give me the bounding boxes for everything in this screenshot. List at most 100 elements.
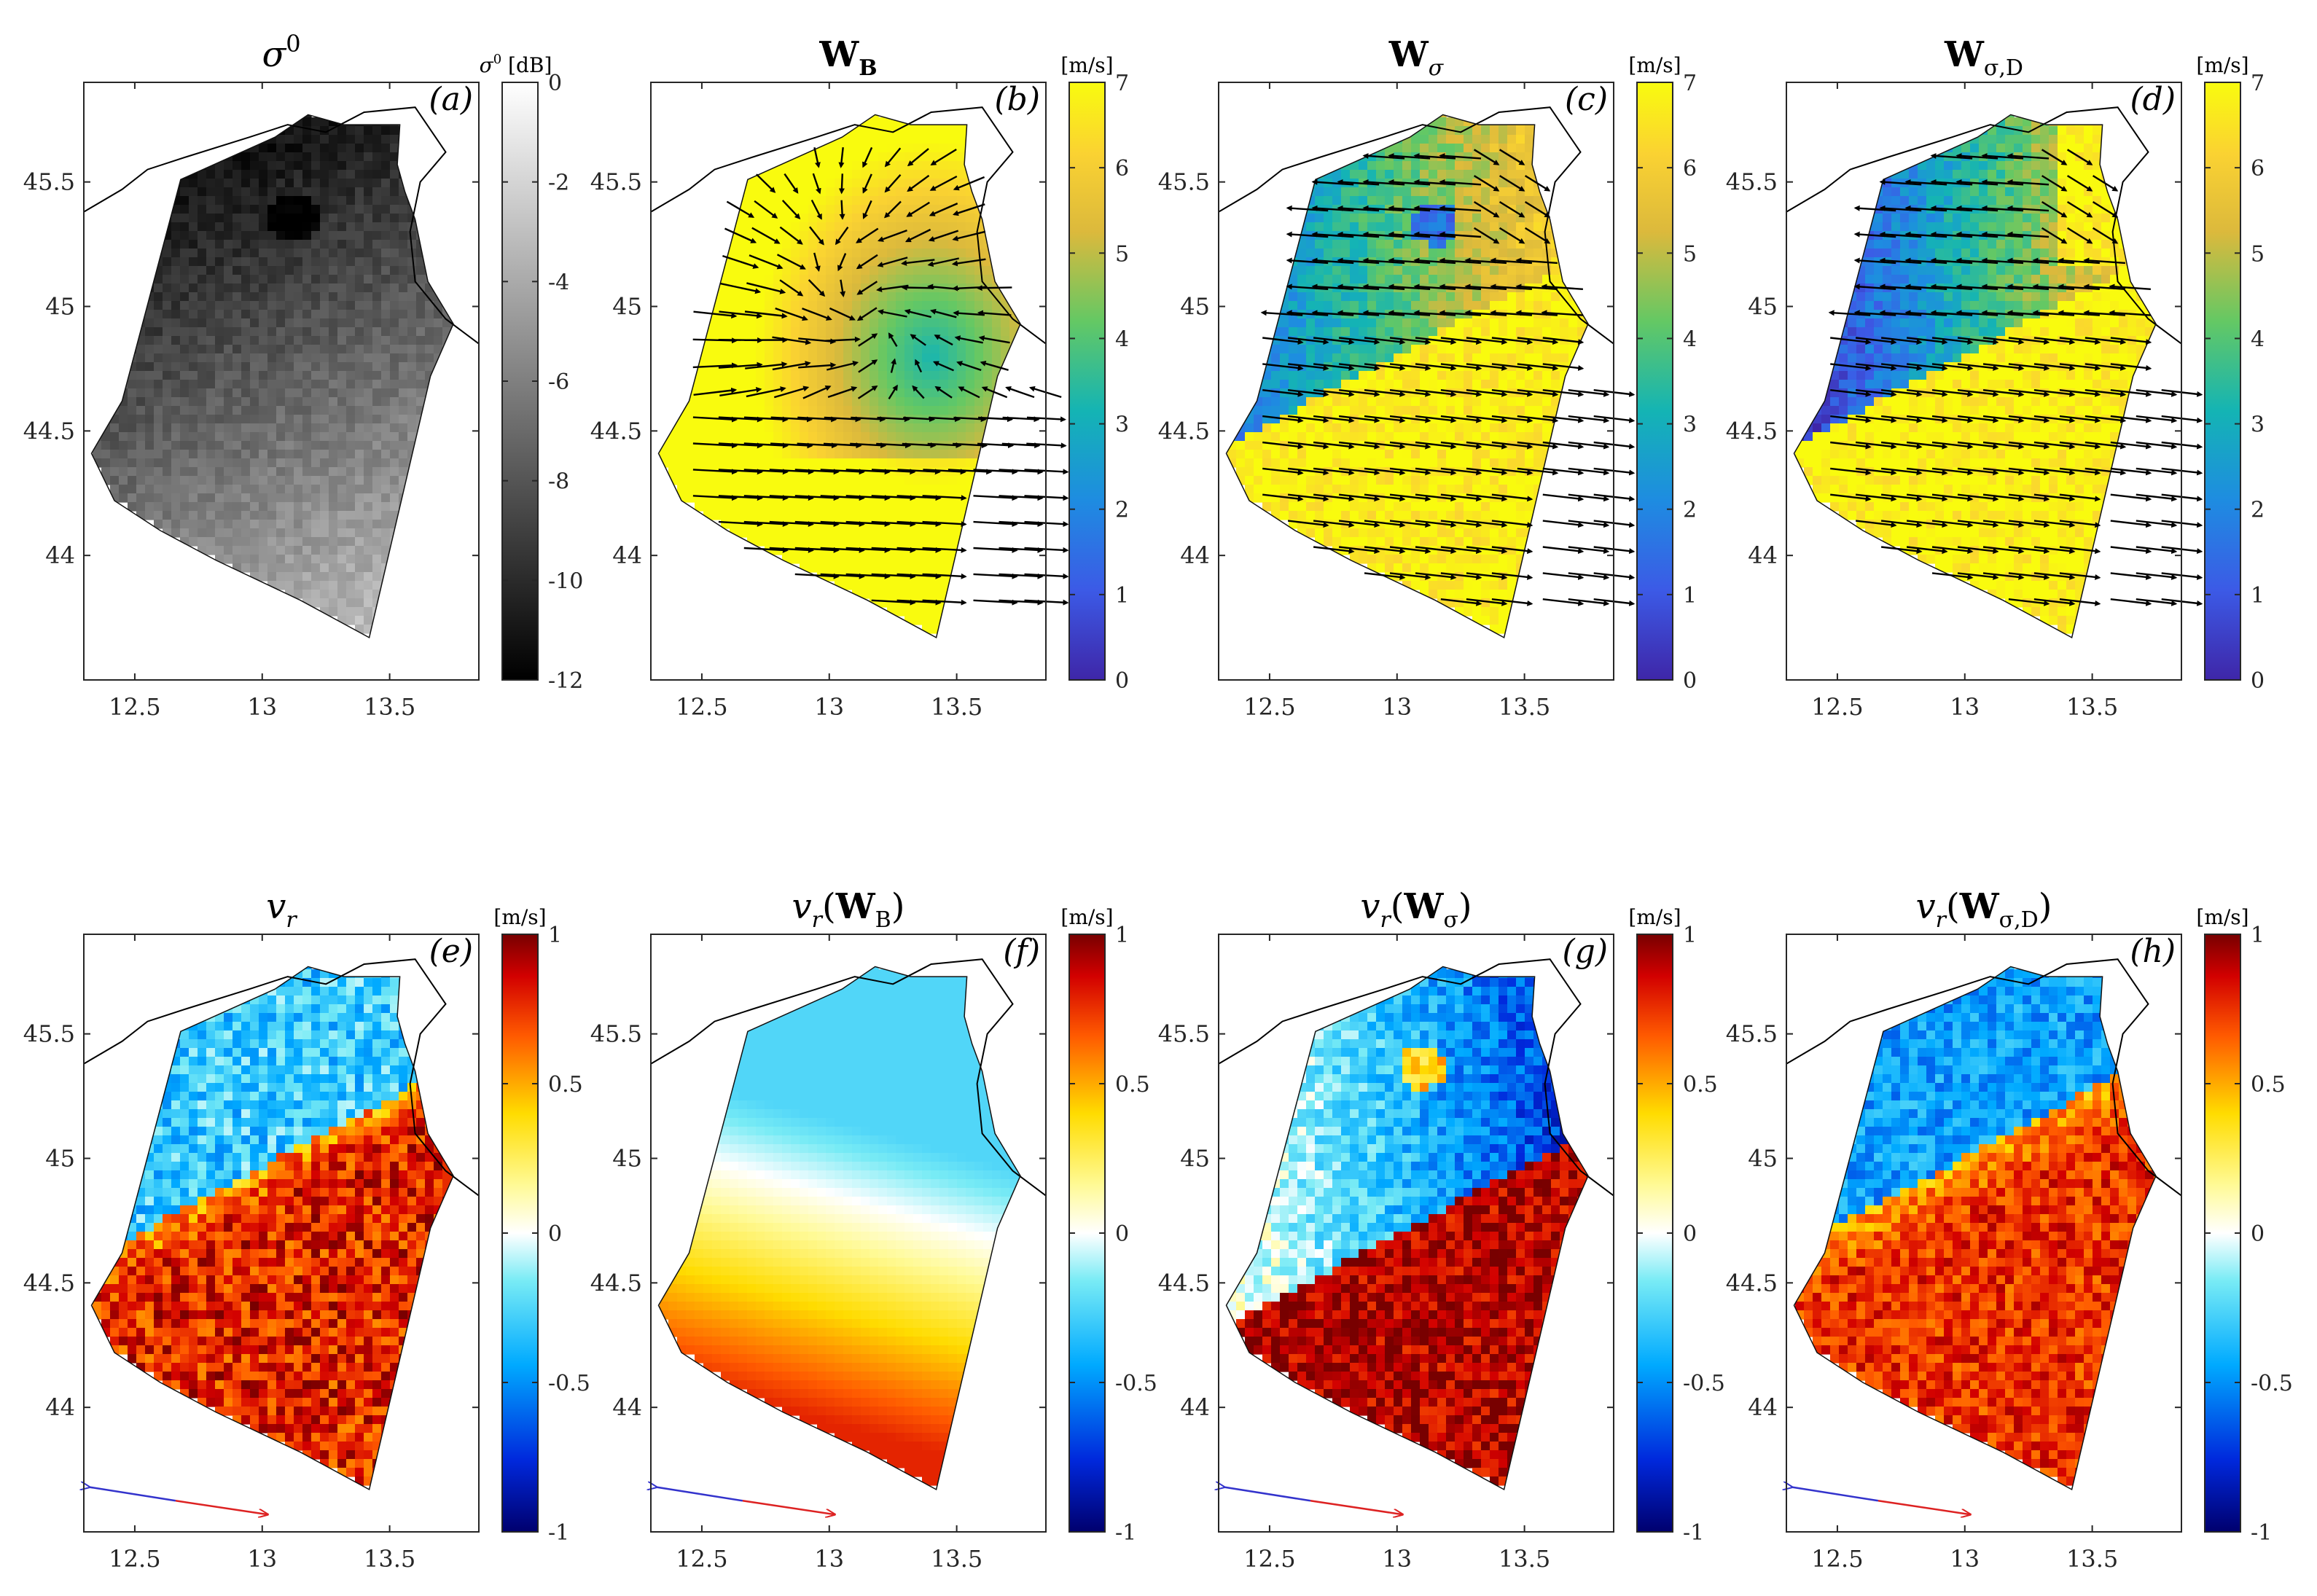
heatmap-cell	[337, 222, 347, 232]
heatmap-cell	[1350, 423, 1359, 433]
heatmap-cell	[136, 502, 146, 512]
heatmap-cell	[904, 458, 914, 468]
heatmap-cell	[364, 581, 373, 590]
heatmap-cell	[189, 397, 198, 407]
heatmap-cell	[913, 450, 923, 459]
heatmap-cell	[1297, 301, 1307, 310]
heatmap-cell	[1367, 249, 1377, 258]
heatmap-cell	[703, 406, 713, 415]
heatmap-cell	[1490, 432, 1499, 442]
heatmap-cell	[939, 563, 949, 573]
heatmap-cell	[346, 537, 356, 547]
heatmap-cell	[1376, 458, 1386, 468]
heatmap-cell	[337, 441, 347, 450]
heatmap-cell	[1437, 144, 1447, 153]
heatmap-cell	[800, 345, 809, 354]
heatmap-cell	[1359, 187, 1368, 197]
heatmap-cell	[215, 423, 224, 433]
heatmap-cell	[381, 485, 391, 494]
heatmap-cell	[1376, 441, 1386, 450]
wind-arrow	[929, 308, 957, 318]
heatmap-cell	[1516, 196, 1525, 206]
heatmap-cell	[276, 450, 286, 459]
heatmap-cell	[1394, 214, 1403, 223]
heatmap-cell	[198, 537, 207, 547]
heatmap-cell	[1297, 345, 1307, 354]
heatmap-cell	[922, 476, 931, 485]
heatmap-cell	[782, 275, 792, 284]
colorbar-tick-label: -6	[548, 369, 569, 395]
heatmap-cell	[1525, 144, 1534, 153]
heatmap-cell	[1507, 301, 1517, 310]
heatmap-cell	[329, 231, 338, 240]
heatmap-cell	[320, 152, 329, 162]
heatmap-cell	[1262, 458, 1272, 468]
heatmap-cell	[835, 222, 844, 232]
heatmap-cell	[756, 327, 765, 337]
heatmap-cell	[1525, 353, 1534, 363]
heatmap-cell	[198, 546, 207, 555]
wind-arrow	[773, 386, 810, 399]
heatmap-cell	[939, 511, 949, 520]
heatmap-cell	[1315, 187, 1324, 197]
heatmap-cell	[224, 283, 233, 293]
heatmap-cell	[765, 485, 774, 494]
heatmap-cell	[1367, 458, 1377, 468]
heatmap-cell	[1446, 135, 1456, 144]
heatmap-cell	[224, 214, 233, 223]
heatmap-cell	[703, 380, 713, 389]
wind-arrow	[851, 416, 886, 423]
heatmap-cell	[110, 432, 120, 442]
heatmap-cell	[765, 205, 774, 214]
heatmap-cell	[233, 240, 242, 249]
heatmap-cell	[311, 345, 321, 354]
heatmap-cell	[712, 380, 722, 389]
heatmap-cell	[1437, 275, 1447, 284]
heatmap-cell	[355, 231, 364, 240]
heatmap-cell	[904, 301, 914, 310]
heatmap-cell	[180, 310, 189, 319]
heatmap-cell	[904, 144, 914, 153]
heatmap-cell	[233, 249, 242, 258]
heatmap-cell	[1402, 423, 1412, 433]
coastline	[83, 106, 480, 345]
heatmap-cell	[896, 406, 905, 415]
heatmap-cell	[364, 441, 373, 450]
heatmap-cell	[1533, 222, 1543, 232]
heatmap-cell	[948, 371, 958, 380]
heatmap-cell	[320, 240, 329, 249]
heatmap-cell	[259, 187, 268, 197]
heatmap-cell	[948, 240, 958, 249]
heatmap-cell	[320, 520, 329, 529]
heatmap-cell	[922, 205, 931, 214]
heatmap-cell	[843, 397, 853, 407]
heatmap-cell	[267, 257, 277, 267]
heatmap-cell	[128, 415, 137, 424]
heatmap-cell	[1525, 187, 1534, 197]
colorbar-unit: σ0 [dB]	[480, 52, 552, 77]
heatmap-cell	[171, 493, 181, 503]
heatmap-cell	[1472, 249, 1482, 258]
heatmap-cell	[1306, 222, 1316, 232]
heatmap-cell	[1499, 450, 1508, 459]
wind-arrow	[896, 520, 942, 528]
heatmap-cell	[1533, 144, 1543, 153]
heatmap-cell	[765, 537, 774, 547]
heatmap-cell	[311, 563, 321, 573]
heatmap-cell	[399, 214, 408, 223]
heatmap-cell	[730, 240, 739, 249]
heatmap-cell	[887, 301, 896, 310]
heatmap-cell	[372, 388, 382, 398]
heatmap-cell	[922, 450, 931, 459]
heatmap-cell	[1446, 371, 1456, 380]
heatmap-cell	[1350, 318, 1359, 328]
heatmap-cell	[800, 336, 809, 345]
heatmap-cell	[1455, 432, 1464, 442]
heatmap-cell	[800, 187, 809, 197]
heatmap-cell	[1490, 458, 1499, 468]
heatmap-cell	[1324, 187, 1333, 197]
heatmap-cell	[974, 380, 984, 389]
heatmap-cell	[1568, 327, 1578, 337]
heatmap-cell	[294, 222, 303, 232]
heatmap-cell	[302, 283, 312, 293]
